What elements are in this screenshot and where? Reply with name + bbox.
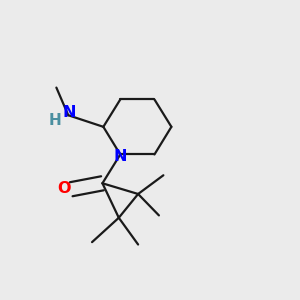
Text: N: N [63,105,76,120]
Text: H: H [49,113,62,128]
Text: N: N [113,149,127,164]
Text: O: O [57,181,70,196]
